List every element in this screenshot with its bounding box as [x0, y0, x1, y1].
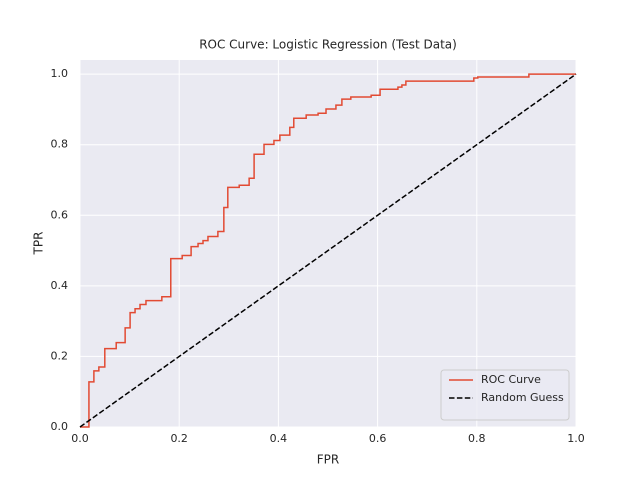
x-tick-label: 0.6: [369, 432, 387, 445]
y-axis-label: TPR: [32, 232, 46, 256]
y-tick-label: 1.0: [51, 67, 69, 80]
y-tick-label: 0.6: [51, 208, 69, 221]
x-tick-label: 0.8: [468, 432, 486, 445]
plot-area: [80, 60, 576, 427]
x-axis-label: FPR: [317, 453, 339, 467]
legend-box: [440, 369, 570, 421]
x-tick-label: 0.2: [170, 432, 188, 445]
y-tick-label: 0.4: [51, 279, 69, 292]
x-tick-label: 0.4: [270, 432, 288, 445]
y-tick-label: 0.8: [51, 138, 69, 151]
x-tick-label: 1.0: [567, 432, 585, 445]
chart-title: ROC Curve: Logistic Regression (Test Dat…: [199, 38, 457, 52]
x-tick-label: 0.0: [71, 432, 89, 445]
series-line: [80, 73, 576, 428]
series-line: [79, 73, 577, 428]
y-tick-label: 0.0: [51, 420, 69, 433]
legend-label: Random Guess: [481, 391, 564, 404]
y-tick-label: 0.2: [51, 349, 69, 362]
legend-label: ROC Curve: [481, 373, 541, 386]
